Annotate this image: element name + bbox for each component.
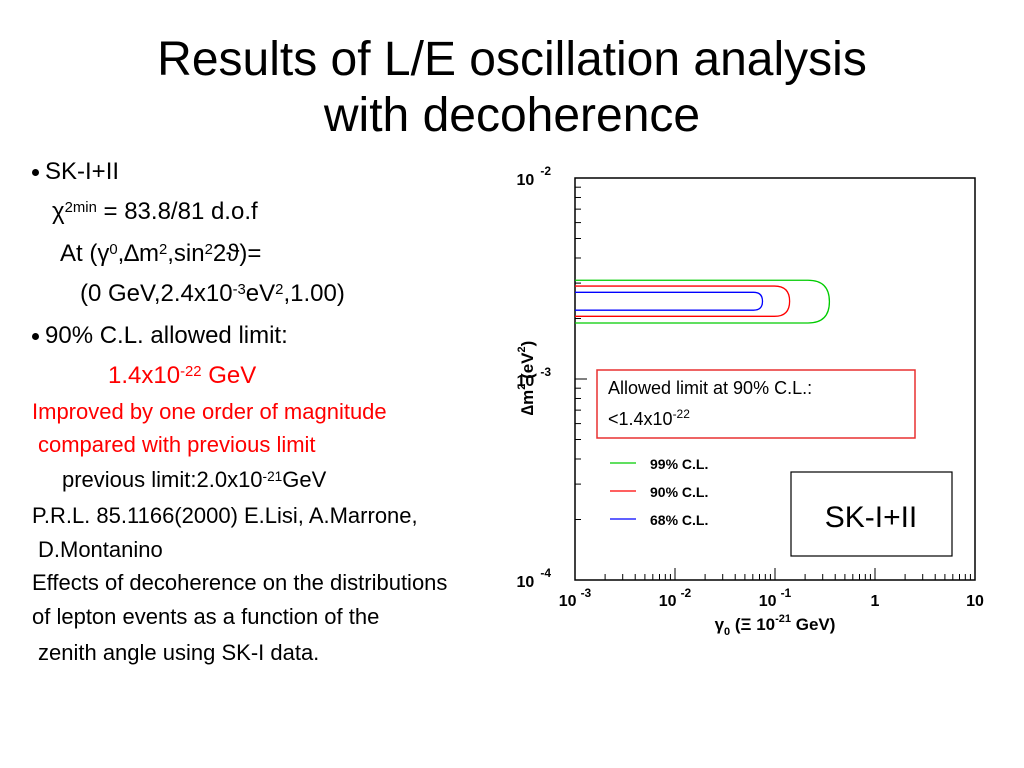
two-theta-text: 2ϑ)=	[212, 240, 262, 267]
contour-90-cl	[575, 285, 791, 317]
annotation-line-2: <1.4x10-22	[608, 407, 690, 429]
bullet-sk: SK-I+II	[32, 158, 119, 186]
sin-sup: 2	[204, 242, 213, 259]
x-axis-label: γ0 (Ξ 10-21 GeV)	[715, 613, 836, 638]
chi-value: = 83.8/81 d.o.f	[96, 198, 258, 225]
svg-text:∆m2 (eV2): ∆m2 (eV2)	[516, 341, 537, 416]
legend: 99% C.L. 90% C.L. 68% C.L.	[610, 456, 708, 528]
best-fit-values: (0 GeV,2.4x10-3eV2,1.00)	[80, 280, 345, 311]
y-tick-label: 10-2	[517, 164, 552, 189]
best-fit-at-line: At (γ0,∆m2,sin22ϑ)=	[60, 240, 261, 271]
sin-text: ,sin	[167, 240, 205, 267]
bullet-limit: 90% C.L. allowed limit:	[32, 322, 288, 350]
contours	[575, 279, 831, 324]
previous-limit: previous limit:2.0x10-21GeV	[62, 467, 326, 496]
bullet-dot	[32, 333, 39, 341]
best-fit-ev: eV	[245, 280, 276, 307]
y-axis-label: ∆m2 (eV2)	[516, 341, 537, 416]
limit-value: 1.4x10-22 GeV	[108, 362, 256, 393]
gamma-symbol: γ	[97, 240, 110, 267]
improved-line-1: Improved by one order of magnitude	[32, 399, 387, 424]
best-fit-suffix: ,1.00)	[283, 280, 345, 307]
x-tick-label: 10 -3	[559, 586, 592, 610]
best-fit-ev-sup: 2	[275, 282, 284, 299]
limit-heading: 90% C.L. allowed limit:	[45, 322, 288, 349]
x-tick-label: 10	[966, 593, 984, 610]
gamma-sup: 0	[109, 242, 118, 259]
at-prefix: At (	[60, 240, 98, 267]
x-tick-label: 10 -2	[659, 586, 692, 610]
limit-base: 1.4x10	[108, 362, 181, 389]
legend-label: 90% C.L.	[650, 484, 708, 500]
y-tick-label: 10-3	[517, 365, 552, 390]
sample-label: SK-I+II	[825, 501, 918, 534]
contour-68-cl	[575, 291, 764, 311]
title-line-2: with decoherence	[323, 89, 701, 142]
y-tick-labels: 10-2 10-3 10-4	[517, 164, 552, 591]
x-tick-labels: 10 -3 10 -2 10 -1 1 10	[559, 586, 984, 610]
sk-label: SK-I+II	[45, 158, 120, 185]
delta-m-text: ,∆m	[117, 240, 159, 267]
chi-sup: 2min	[64, 200, 97, 217]
annotation-box	[596, 369, 916, 439]
reference-line-2: D.Montanino	[38, 537, 163, 562]
sample-label-box	[790, 471, 953, 557]
limit-exp: -22	[180, 364, 202, 381]
y-tick-label: 10-4	[517, 566, 552, 591]
slide-title: Results of L/E oscillation analysis with…	[0, 32, 1024, 144]
prev-exp: -21	[262, 468, 283, 484]
tick-marks	[574, 186, 971, 581]
effects-line-2: of lepton events as a function of the	[32, 604, 380, 629]
limit-unit: GeV	[201, 362, 257, 389]
contour-99-cl	[575, 279, 831, 324]
reference-line-1: P.R.L. 85.1166(2000) E.Lisi, A.Marrone,	[32, 503, 418, 528]
legend-label: 99% C.L.	[650, 456, 708, 472]
best-fit-exp: -3	[232, 282, 246, 299]
prev-unit: GeV	[282, 467, 327, 492]
effects-line-1: Effects of decoherence on the distributi…	[32, 570, 448, 595]
annotation-line-1: Allowed limit at 90% C.L.:	[608, 378, 812, 398]
x-tick-label: 10 -1	[759, 586, 792, 610]
chi-symbol: χ	[52, 198, 65, 225]
legend-label: 68% C.L.	[650, 512, 708, 528]
effects-line-3: zenith angle using SK-I data.	[38, 640, 320, 665]
prev-base: previous limit:2.0x10	[62, 467, 263, 492]
x-tick-label: 1	[871, 593, 880, 610]
bullet-dot	[32, 169, 39, 177]
m-sup: 2	[158, 242, 168, 259]
chi2-line: χ2min = 83.8/81 d.o.f	[52, 198, 258, 229]
improved-line-2: compared with previous limit	[38, 432, 316, 457]
best-fit-prefix: (0 GeV,2.4x10	[80, 280, 233, 307]
title-line-1: Results of L/E oscillation analysis	[157, 33, 867, 86]
